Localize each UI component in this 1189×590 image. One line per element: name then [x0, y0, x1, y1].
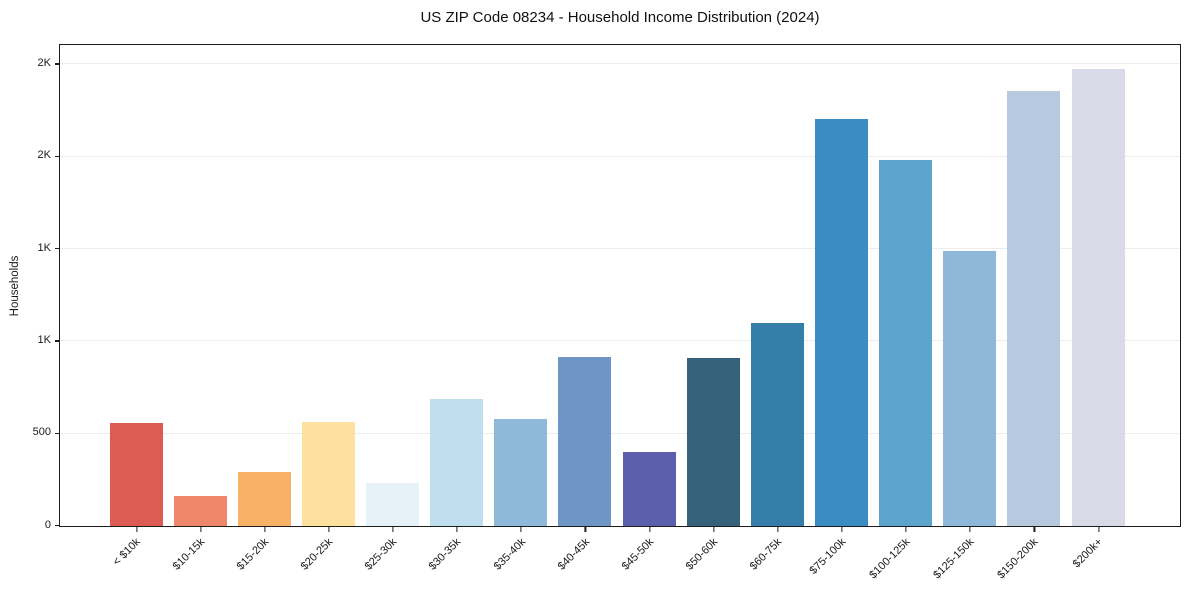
x-tick-mark — [520, 527, 522, 532]
bar — [430, 398, 484, 526]
x-tick-mark — [584, 527, 587, 532]
x-tick-label: $45-50k — [619, 536, 657, 573]
x-tick-label: $150-200k — [995, 536, 1041, 582]
chart-title: US ZIP Code 08234 - Household Income Dis… — [420, 9, 820, 26]
y-tick-mark — [55, 340, 59, 342]
x-tick-mark — [1033, 527, 1035, 532]
bar — [943, 250, 997, 526]
bar — [366, 482, 420, 526]
x-tick-mark — [456, 527, 458, 532]
x-tick-mark — [1097, 527, 1100, 532]
y-tick-mark — [55, 63, 59, 65]
x-tick-mark — [841, 527, 843, 532]
x-tick-label: $50-60k — [683, 536, 721, 573]
x-tick-mark — [328, 527, 330, 532]
y-tick-label: 0 — [44, 518, 51, 531]
bar — [1007, 91, 1061, 526]
bar — [1071, 69, 1125, 526]
y-tick-mark — [55, 155, 59, 157]
x-tick-label: $200k+ — [1070, 536, 1105, 571]
x-tick-label: $25-30k — [362, 536, 400, 573]
gridline — [60, 432, 1180, 434]
y-tick-mark — [55, 432, 59, 434]
bar — [109, 422, 163, 526]
gridline — [60, 155, 1180, 157]
x-tick-label: $75-100k — [807, 536, 849, 577]
x-tick-label: $30-35k — [427, 536, 464, 573]
y-tick-label: 2K — [37, 149, 51, 162]
bar — [622, 452, 676, 526]
x-tick-label: $40-45k — [555, 536, 592, 573]
bar — [879, 159, 933, 526]
y-tick-mark — [55, 525, 59, 527]
y-tick-label: 2K — [37, 56, 51, 69]
x-tick-label: < $10k — [110, 536, 143, 569]
x-tick-label: $10-15k — [170, 536, 208, 573]
x-tick-mark — [135, 527, 138, 532]
x-tick-mark — [713, 527, 715, 532]
y-tick-label: 1K — [37, 241, 51, 254]
bar — [301, 422, 355, 526]
y-axis-label: Households — [9, 255, 21, 317]
x-tick-label: $60-75k — [747, 536, 785, 573]
bar — [558, 357, 612, 526]
x-tick-label: $125-150k — [931, 536, 977, 582]
bar — [750, 322, 804, 526]
gridline — [60, 340, 1180, 342]
plot-area — [59, 44, 1181, 527]
x-tick-label: $35-40k — [491, 536, 528, 573]
x-tick-mark — [392, 527, 394, 532]
x-tick-mark — [969, 527, 971, 532]
gridline — [60, 63, 1180, 65]
x-tick-mark — [648, 527, 651, 532]
y-tick-mark — [55, 248, 59, 250]
bar — [814, 118, 868, 526]
x-tick-mark — [264, 527, 266, 532]
gridline — [60, 248, 1180, 250]
bar — [686, 358, 740, 526]
x-tick-label: $15-20k — [234, 536, 272, 573]
x-tick-mark — [777, 527, 779, 532]
x-tick-label: $100-125k — [867, 536, 913, 582]
bar — [237, 471, 291, 526]
x-tick-mark — [200, 527, 202, 532]
x-tick-label: $20-25k — [298, 536, 336, 573]
bar — [173, 495, 227, 526]
y-tick-label: 1K — [37, 333, 51, 346]
y-tick-label: 500 — [32, 426, 51, 439]
bar — [494, 418, 548, 526]
x-tick-mark — [905, 527, 907, 532]
